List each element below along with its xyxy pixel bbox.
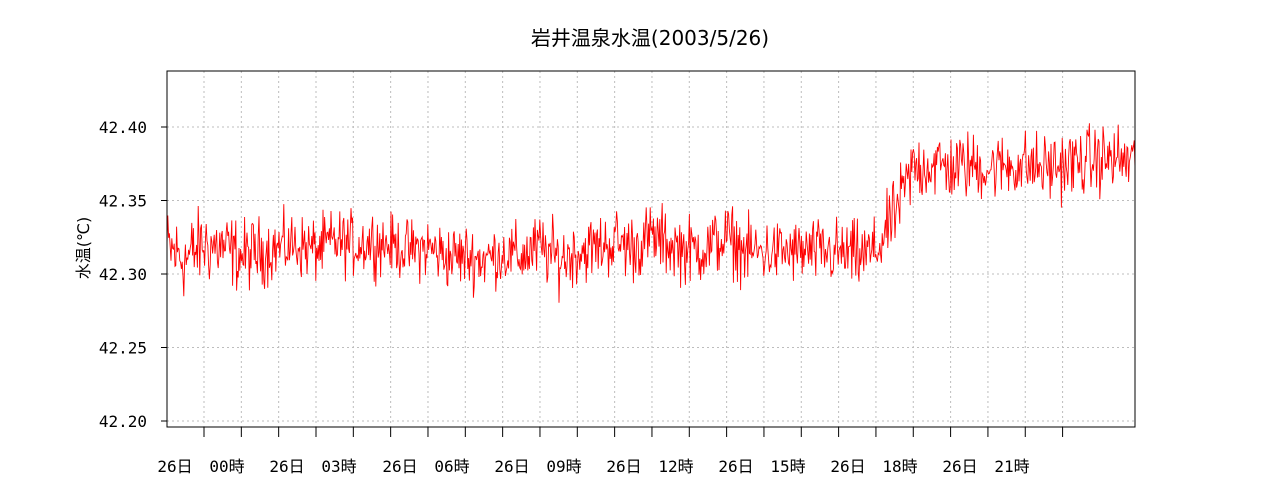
x-tick-label: 26日 [718,457,753,476]
grid-layer [167,71,1135,427]
x-tick-label: 03時 [321,457,356,476]
x-tick-label: 26日 [269,457,304,476]
x-tick-label: 18時 [882,457,917,476]
x-axis: 26日 00時 26日 03時 26日 06時 26日 09時 26日 12時 26日 15時 26日 1… [157,427,1064,476]
y-axis: 42.20 42.25 42.30 42.35 42.40 [99,118,167,431]
plot-frame [166,70,1136,428]
x-tick-label: 26日 [942,457,977,476]
y-tick-label: 42.20 [99,412,147,431]
y-tick-label: 42.40 [99,118,147,137]
x-tick-label: 15時 [770,457,805,476]
y-axis-label: 水温(℃) [74,217,93,279]
x-tick-label: 09時 [546,457,581,476]
x-tick-label: 26日 [157,457,192,476]
x-tick-label: 06時 [434,457,469,476]
x-tick-label: 26日 [606,457,641,476]
series-layer [166,123,1136,303]
y-tick-label: 42.35 [99,192,147,211]
x-tick-label: 00時 [209,457,244,476]
y-tick-label: 42.30 [99,265,147,284]
y-tick-label: 42.25 [99,339,147,358]
series-line-water-temperature [166,123,1136,303]
x-tick-label: 21時 [994,457,1029,476]
x-tick-label: 12時 [658,457,693,476]
chart-title: 岩井温泉水温(2003/5/26) [531,26,769,50]
x-tick-label: 26日 [494,457,529,476]
x-tick-label: 26日 [830,457,865,476]
x-tick-label: 26日 [382,457,417,476]
